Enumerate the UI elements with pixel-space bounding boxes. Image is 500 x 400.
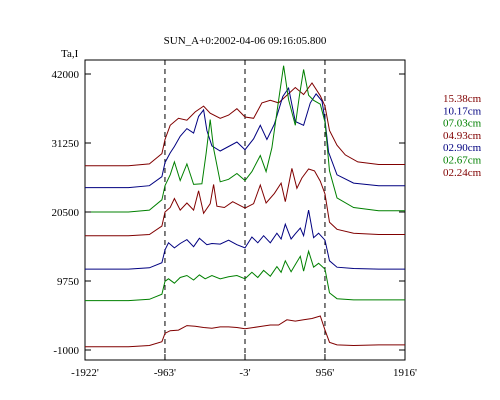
series-line <box>85 65 405 213</box>
legend-entry: 15.38cm <box>443 93 482 105</box>
y-tick-label: 42000 <box>52 69 80 81</box>
chart-title: SUN_A+0:2002-04-06 09:16:05.800 <box>164 35 327 47</box>
x-tick-label: -963' <box>154 367 176 379</box>
series-lines <box>85 65 405 348</box>
series-line <box>85 168 405 237</box>
y-axis-label: Ta,I <box>61 48 79 60</box>
x-tick-label: 956' <box>316 367 335 379</box>
y-tick-label: -1000 <box>53 345 79 357</box>
series-line <box>85 82 405 167</box>
legend-entry: 04.93cm <box>443 130 482 142</box>
x-tick-label: -1922' <box>71 367 99 379</box>
series-line <box>85 315 405 348</box>
y-axis-ticks: 42000 31250 20500 9750 -1000 <box>52 69 405 357</box>
y-tick-label: 31250 <box>52 138 80 150</box>
x-tick-label: -3' <box>239 367 250 379</box>
series-line <box>85 210 405 270</box>
legend: 15.38cm10.17cm07.03cm04.93cm02.90cm02.67… <box>443 93 482 179</box>
series-line <box>85 86 405 189</box>
y-tick-label: 9750 <box>57 276 80 288</box>
reference-lines <box>164 60 326 360</box>
legend-entry: 02.67cm <box>443 155 482 167</box>
legend-entry: 02.24cm <box>443 167 482 179</box>
legend-entry: 07.03cm <box>443 118 482 130</box>
x-axis-ticks: -1922' -963' -3' 956' 1916' <box>71 354 417 379</box>
legend-entry: 02.90cm <box>443 142 482 154</box>
y-tick-label: 20500 <box>52 207 80 219</box>
series-line <box>85 249 405 302</box>
x-tick-label: 1916' <box>393 367 417 379</box>
legend-entry: 10.17cm <box>443 105 482 117</box>
